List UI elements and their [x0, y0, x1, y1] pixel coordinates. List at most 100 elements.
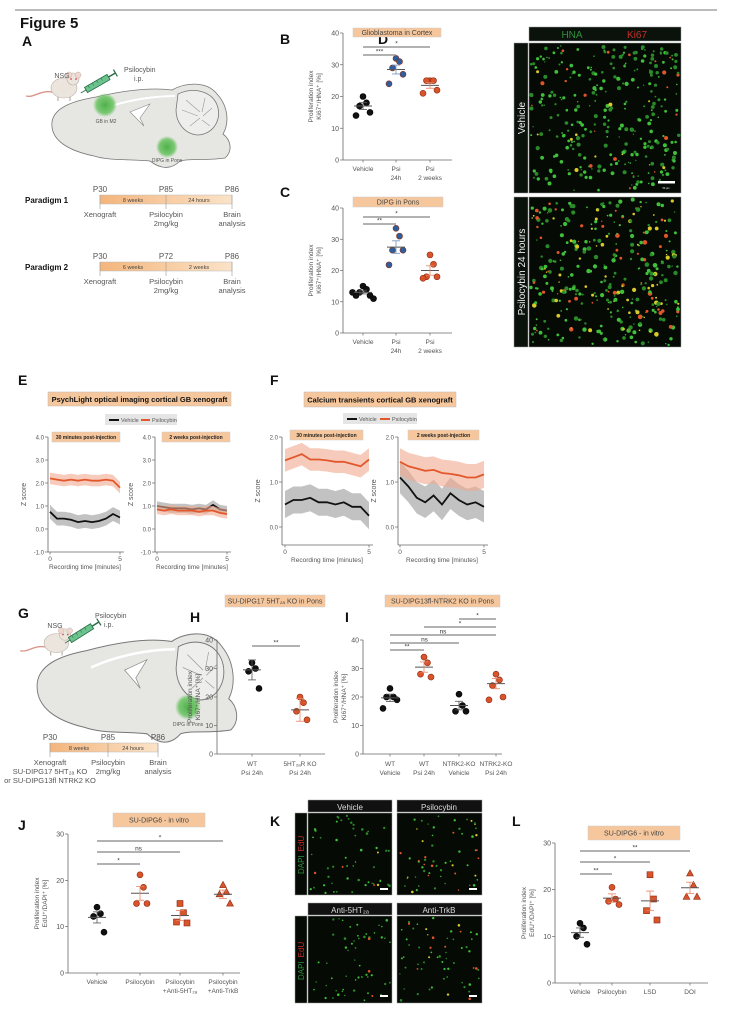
- cell-dot: [640, 283, 643, 286]
- cell-dot: [363, 935, 366, 939]
- cell-dot: [653, 83, 658, 87]
- cell-dot: [399, 999, 403, 1002]
- cell-dot: [546, 212, 549, 214]
- cell-dot: [349, 926, 352, 928]
- timeline-event: analysis: [144, 767, 171, 776]
- cell-dot: [578, 336, 581, 339]
- cell-dot: [574, 293, 578, 296]
- cell-dot: [634, 340, 637, 344]
- cell-dot: [389, 981, 391, 984]
- cell-dot: [317, 961, 320, 964]
- cell-dot: [646, 144, 650, 148]
- channel-ki67-label: Ki67: [627, 30, 647, 41]
- cell-dot: [672, 254, 677, 259]
- cell-dot: [665, 253, 668, 256]
- paradigm-timelines: Paradigm 1P30XenograftP85Psilocybin2mg/k…: [25, 185, 246, 295]
- cell-dot: [444, 882, 446, 885]
- cell-dot: [612, 253, 616, 257]
- micrograph-image: [307, 915, 393, 1004]
- mouse-label: NSG: [54, 73, 69, 80]
- cell-dot: [597, 169, 601, 173]
- cell-dot: [659, 170, 664, 174]
- cell-dot: [357, 934, 359, 937]
- cell-dot: [582, 250, 587, 254]
- cell-dot: [353, 989, 356, 992]
- cell-dot: [576, 142, 581, 147]
- cell-dot: [535, 208, 539, 213]
- cell-dot: [593, 238, 596, 242]
- cell-dot: [541, 222, 544, 225]
- cell-dot: [458, 827, 461, 830]
- cell-dot: [619, 256, 623, 260]
- y-tick-label: 10: [331, 126, 339, 133]
- cell-dot: [601, 71, 604, 74]
- cell-dot: [376, 851, 379, 854]
- timeline-event: 2mg/kg: [96, 767, 121, 776]
- data-point: [615, 901, 623, 908]
- chart-panel-f-2: 0.0 1.0 2.0 0 5 Recording time [minutes] Z sco…: [371, 429, 488, 564]
- cell-dot: [569, 76, 572, 79]
- cell-dot: [652, 214, 655, 216]
- cell-dot: [534, 66, 538, 69]
- cell-dot: [642, 231, 645, 234]
- data-point: [430, 260, 437, 268]
- cell-dot: [544, 61, 546, 63]
- cell-dot: [615, 248, 619, 252]
- cell-dot: [538, 330, 543, 335]
- cell-dot: [561, 208, 564, 212]
- cell-dot: [676, 265, 679, 268]
- data-point: [576, 919, 584, 927]
- y-axis-label: Z score: [21, 483, 28, 506]
- x-tick-label: Psi: [425, 166, 434, 173]
- cell-dot: [660, 203, 664, 208]
- cell-dot: [535, 216, 539, 220]
- cell-dot: [644, 262, 650, 267]
- data-point: [379, 705, 387, 712]
- cell-dot: [552, 51, 556, 55]
- channel-edu-label: EdU: [297, 942, 306, 958]
- data-point: [386, 685, 394, 692]
- cell-dot: [471, 938, 473, 940]
- cell-dot: [552, 260, 555, 263]
- timeline-interval: 8 weeks: [69, 746, 89, 752]
- cell-dot: [315, 981, 317, 983]
- cell-dot: [406, 877, 409, 880]
- timeline-point: P72: [159, 252, 174, 261]
- tumor-cortex-marker: [93, 93, 117, 117]
- cell-dot: [671, 155, 676, 160]
- cell-dot: [624, 334, 627, 336]
- y-tick-label: 10: [543, 934, 551, 941]
- x-tick-label: NTRK2-KO: [443, 761, 476, 768]
- cell-dot: [607, 285, 612, 290]
- cell-dot: [621, 53, 624, 56]
- cell-dot: [661, 317, 666, 322]
- cell-dot: [555, 202, 558, 205]
- cell-dot: [428, 872, 431, 875]
- column-header: [307, 799, 393, 813]
- y-tick-label: 40: [331, 31, 339, 38]
- cell-dot: [654, 332, 659, 337]
- data-point: [363, 285, 370, 293]
- cell-dot: [612, 66, 615, 70]
- cell-dot: [609, 153, 613, 157]
- cell-dot: [313, 871, 317, 875]
- cell-dot: [652, 263, 658, 268]
- cell-dot: [324, 891, 327, 895]
- cell-dot: [468, 990, 471, 993]
- cell-dot: [432, 826, 435, 829]
- cell-dot: [629, 257, 633, 261]
- cell-dot: [436, 956, 439, 959]
- cell-dot: [417, 963, 419, 966]
- cell-dot: [446, 976, 449, 978]
- cell-dot: [468, 983, 472, 986]
- panel-letter-l: L: [512, 813, 521, 829]
- cell-dot: [475, 827, 477, 830]
- error-band-vehicle: [50, 504, 120, 529]
- significance-label: *: [614, 856, 617, 863]
- cell-dot: [361, 828, 364, 831]
- cell-dot: [572, 70, 576, 74]
- panel-letter-i: I: [345, 609, 349, 625]
- cell-dot: [446, 993, 450, 996]
